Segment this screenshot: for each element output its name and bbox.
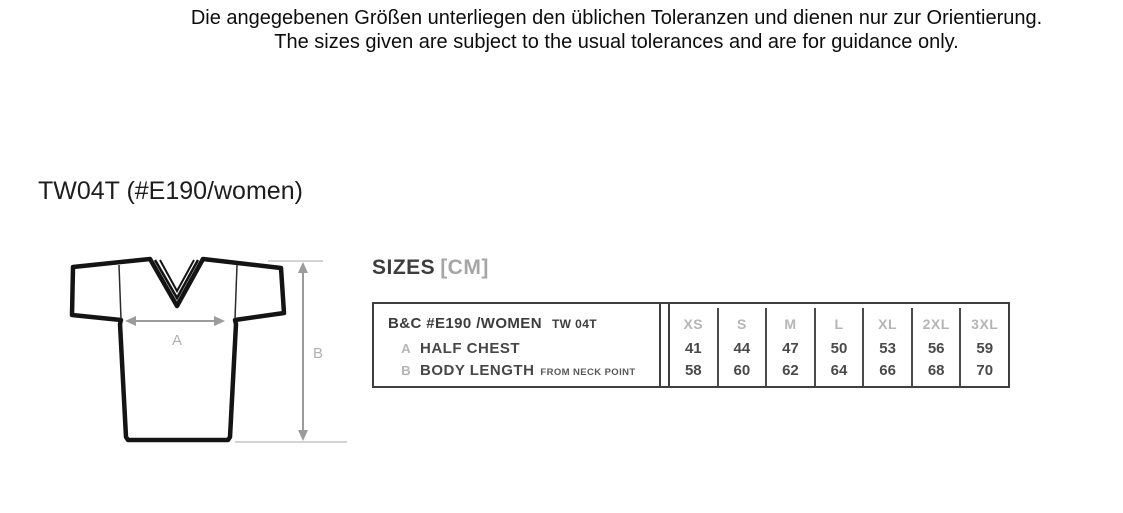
body-length-value: 66 — [879, 362, 896, 379]
size-column-header: 2XL — [922, 316, 950, 332]
disclaimer-line-en: The sizes given are subject to the usual… — [274, 31, 959, 53]
measure-row-b: B BODY LENGTH FROM NECK POINT — [374, 360, 659, 382]
size-table-label-column: B&C #E190 /WOMEN TW 04T A HALF CHEST B BODY… — [374, 304, 661, 386]
body-length-value: 58 — [684, 362, 702, 379]
row-key-b: B — [401, 363, 411, 378]
body-length-value: 62 — [782, 362, 799, 379]
length-arrow-label: B — [313, 345, 323, 362]
chest-arrow-label: A — [172, 332, 182, 349]
disclaimer: Die angegebenen Größen unterliegen den ü… — [110, 6, 1123, 54]
sizes-heading-label: SIZES — [372, 256, 436, 279]
sizes-heading-unit: [CM] — [440, 256, 489, 279]
half-chest-value: 59 — [976, 340, 994, 357]
size-column-l: L 50 64 — [813, 308, 863, 386]
size-column-header: XL — [878, 316, 898, 332]
product-code: TW 04T — [551, 317, 598, 331]
size-table-columns: XS 41 58 S 44 60 M 47 62 L 50 64 XL 53 — [668, 304, 1008, 386]
half-chest-value: 50 — [830, 340, 848, 357]
tshirt-outline — [69, 256, 287, 443]
measure-row-a: A HALF CHEST — [374, 338, 659, 360]
product-row: B&C #E190 /WOMEN TW 04T — [374, 308, 659, 338]
half-chest-value: 47 — [782, 340, 799, 357]
size-column-2xl: 2XL 56 68 — [910, 308, 960, 386]
row-key-a: A — [401, 341, 411, 356]
left-seam-line — [118, 264, 122, 320]
body-length-value: 60 — [733, 362, 751, 379]
table-separator-gap — [661, 304, 668, 386]
body-length-value: 70 — [976, 362, 994, 379]
size-column-s: S 44 60 — [716, 308, 766, 386]
size-column-m: M 47 62 — [765, 308, 814, 386]
size-column-header: S — [736, 316, 747, 332]
body-length-value: 68 — [927, 362, 945, 379]
right-seam-line — [234, 264, 238, 320]
size-column-xl: XL 53 66 — [862, 308, 911, 386]
collar-rib-inner — [159, 259, 195, 294]
disclaimer-line-de: Die angegebenen Größen unterliegen den ü… — [190, 7, 1043, 29]
half-chest-value: 56 — [927, 340, 945, 357]
size-column-header: M — [784, 316, 797, 332]
half-chest-value: 41 — [684, 340, 702, 357]
half-chest-value: 44 — [733, 340, 751, 357]
body-length-value: 64 — [830, 362, 848, 379]
row-label-body-length: BODY LENGTH — [420, 362, 535, 379]
size-table: B&C #E190 /WOMEN TW 04T A HALF CHEST B BODY… — [372, 302, 1010, 388]
size-column-header: L — [834, 316, 844, 332]
sizes-heading: SIZES [CM] — [372, 256, 489, 280]
product-label: B&C #E190 /WOMEN — [388, 315, 542, 332]
half-chest-value: 53 — [879, 340, 896, 357]
chest-arrow: A — [125, 316, 225, 349]
size-column-3xl: 3XL 59 70 — [959, 308, 1008, 386]
page-title: TW04T (#E190/women) — [38, 177, 303, 205]
row-label-half-chest: HALF CHEST — [420, 340, 520, 357]
size-column-xs: XS 41 58 — [670, 308, 717, 386]
size-column-header: 3XL — [971, 316, 999, 332]
size-column-header: XS — [683, 316, 704, 332]
tshirt-diagram: A B — [69, 256, 347, 443]
length-arrow: B — [298, 262, 323, 441]
collar-rib-outer — [153, 259, 200, 301]
row-note-body-length: FROM NECK POINT — [540, 367, 636, 378]
